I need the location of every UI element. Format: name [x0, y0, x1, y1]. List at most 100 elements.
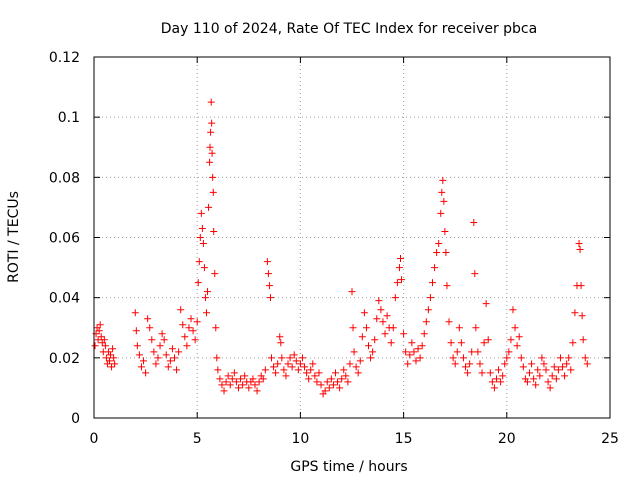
y-axis-title: ROTI / TECUs [6, 191, 22, 283]
data-point-marker [266, 294, 274, 302]
data-point-marker [209, 173, 217, 181]
data-point-marker [424, 306, 432, 314]
data-point-marker [301, 363, 309, 371]
data-point-marker [471, 270, 479, 278]
data-point-marker [206, 143, 214, 151]
data-point-marker [400, 330, 408, 338]
data-point-marker [100, 336, 108, 344]
data-point-marker [352, 363, 360, 371]
data-point-marker [428, 279, 436, 287]
data-point-marker [214, 366, 222, 374]
data-point-marker [278, 354, 286, 362]
x-tick-label: 0 [90, 431, 99, 447]
data-point-marker [397, 255, 405, 263]
data-point-marker [513, 342, 521, 350]
data-point-marker [536, 372, 544, 380]
data-point-marker [101, 342, 109, 350]
data-point-marker [517, 354, 525, 362]
data-point-marker [583, 360, 591, 368]
data-point-marker [559, 363, 567, 371]
data-point-marker [338, 375, 346, 383]
data-point-marker [362, 324, 370, 332]
data-point-marker [478, 369, 486, 377]
data-point-marker [472, 324, 480, 332]
data-point-marker [156, 342, 164, 350]
data-point-marker [290, 351, 298, 359]
data-point-marker [455, 324, 463, 332]
data-point-marker [348, 288, 356, 296]
data-point-marker [327, 375, 335, 383]
data-point-marker [210, 227, 218, 235]
data-point-marker [350, 348, 358, 356]
data-point-marker [398, 276, 406, 284]
data-point-marker [356, 357, 364, 365]
data-point-marker [426, 294, 434, 302]
data-point-marker [336, 384, 344, 392]
data-point-marker [449, 354, 457, 362]
data-point-marker [325, 384, 333, 392]
data-point-marker [457, 339, 465, 347]
data-point-marker [542, 366, 550, 374]
data-point-marker [567, 366, 575, 374]
data-point-marker [576, 246, 584, 254]
data-point-marker [239, 381, 247, 389]
data-point-marker [441, 227, 449, 235]
data-point-marker [438, 188, 446, 196]
data-point-marker [422, 318, 430, 326]
data-point-marker [183, 342, 191, 350]
data-point-marker [137, 363, 145, 371]
data-point-marker [201, 294, 209, 302]
data-point-marker [371, 336, 379, 344]
data-point-marker [168, 345, 176, 353]
data-point-marker [538, 354, 546, 362]
data-point-marker [91, 342, 99, 350]
data-point-marker [212, 324, 220, 332]
data-point-marker [540, 360, 548, 368]
data-points [91, 98, 591, 398]
data-point-marker [270, 363, 278, 371]
data-point-marker [196, 234, 204, 241]
data-point-marker [445, 318, 453, 326]
data-point-marker [226, 381, 234, 389]
data-point-marker [497, 378, 505, 386]
data-point-marker [340, 366, 348, 374]
data-point-marker [451, 360, 459, 368]
data-point-marker [581, 354, 589, 362]
data-point-marker [245, 384, 253, 392]
x-tick-label: 5 [193, 431, 202, 447]
data-point-marker [393, 279, 401, 287]
data-point-marker [311, 372, 319, 380]
data-point-marker [466, 360, 474, 368]
data-point-marker [354, 369, 362, 377]
data-point-marker [571, 309, 579, 317]
data-point-marker [561, 372, 569, 380]
data-point-marker [577, 282, 585, 290]
axis-ticks: 0 5 10 15 20 25 0 0.02 0.04 0.06 0.08 0.1 0.12 [49, 50, 619, 447]
data-point-marker [484, 336, 492, 344]
data-point-marker [298, 354, 306, 362]
data-point-marker [342, 372, 350, 380]
data-point-marker [329, 381, 337, 389]
data-point-marker [232, 378, 240, 386]
data-point-marker [379, 318, 387, 326]
y-tick-label: 0.04 [49, 291, 80, 307]
data-point-marker [509, 306, 517, 314]
data-point-marker [556, 354, 564, 362]
y-tick-label: 0.02 [49, 351, 80, 367]
data-point-marker [544, 378, 552, 386]
y-tick-label: 0.12 [49, 50, 80, 66]
data-point-marker [193, 318, 201, 326]
data-point-marker [148, 336, 156, 344]
data-point-marker [107, 351, 115, 359]
data-point-marker [414, 345, 422, 353]
x-tick-label: 25 [601, 431, 619, 447]
x-tick-label: 10 [291, 431, 309, 447]
data-point-marker [220, 387, 228, 395]
data-point-marker [206, 158, 214, 166]
data-point-marker [528, 360, 536, 368]
data-point-marker [102, 354, 110, 362]
data-point-marker [189, 327, 197, 335]
data-point-marker [152, 360, 160, 368]
data-point-marker [313, 378, 321, 386]
data-point-marker [523, 378, 531, 386]
